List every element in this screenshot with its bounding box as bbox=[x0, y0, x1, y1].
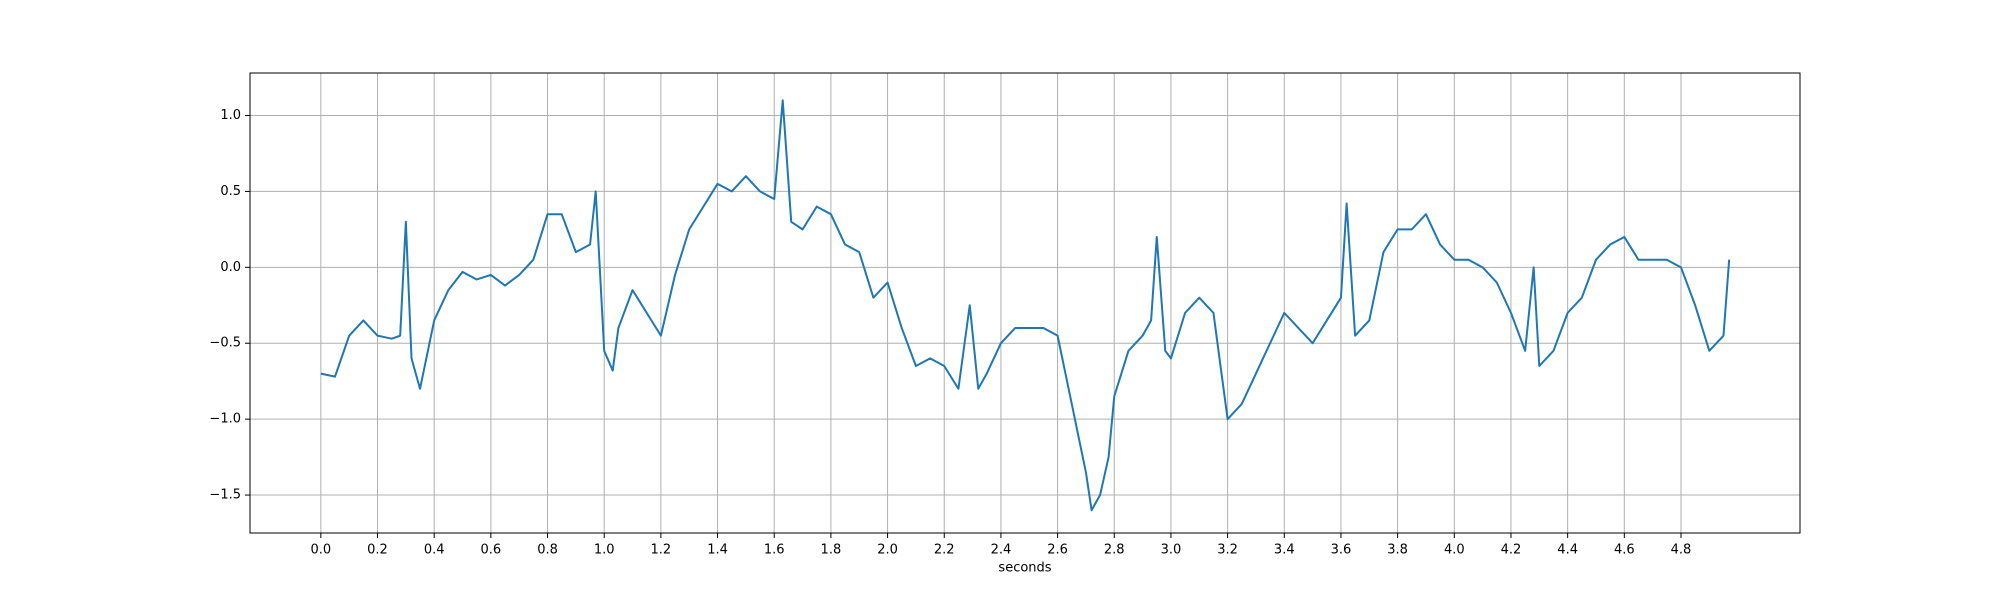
x-tick-label: 1.4 bbox=[707, 543, 728, 558]
x-tick-label: 0.0 bbox=[310, 543, 331, 558]
x-axis-label: seconds bbox=[998, 561, 1051, 576]
x-tick-label: 2.0 bbox=[877, 543, 898, 558]
x-tick-label: 1.8 bbox=[821, 543, 842, 558]
y-tick-label: −1.0 bbox=[209, 412, 241, 427]
x-tick-label: 1.2 bbox=[651, 543, 672, 558]
y-tick-label: 0.0 bbox=[220, 260, 241, 275]
plot-frame bbox=[249, 72, 1801, 534]
x-tick-label: 1.6 bbox=[764, 543, 785, 558]
x-tick-label: 3.4 bbox=[1274, 543, 1295, 558]
x-tick-label: 4.0 bbox=[1444, 543, 1465, 558]
x-tick-label: 2.6 bbox=[1047, 543, 1068, 558]
x-tick-label: 4.6 bbox=[1614, 543, 1635, 558]
y-tick-label: 1.0 bbox=[220, 108, 241, 123]
line-series bbox=[320, 99, 1731, 512]
x-tick-label: 4.2 bbox=[1501, 543, 1522, 558]
x-tick-label: 3.8 bbox=[1387, 543, 1408, 558]
x-tick-label: 2.4 bbox=[991, 543, 1012, 558]
x-tick-label: 0.8 bbox=[537, 543, 558, 558]
x-tick-label: 1.0 bbox=[594, 543, 615, 558]
x-tick-label: 0.2 bbox=[367, 543, 388, 558]
y-tick-label: 0.5 bbox=[220, 184, 241, 199]
x-tick-label: 3.2 bbox=[1217, 543, 1238, 558]
x-tick-label: 2.8 bbox=[1104, 543, 1125, 558]
y-tick-label: −0.5 bbox=[209, 336, 241, 351]
x-tick-label: 0.6 bbox=[481, 543, 502, 558]
x-tick-label: 3.0 bbox=[1161, 543, 1182, 558]
x-tick-label: 0.4 bbox=[424, 543, 445, 558]
x-tick-label: 4.4 bbox=[1557, 543, 1578, 558]
x-tick-label: 2.2 bbox=[934, 543, 955, 558]
x-tick-label: 3.6 bbox=[1331, 543, 1352, 558]
y-tick-label: −1.5 bbox=[209, 488, 241, 503]
x-tick-label: 4.8 bbox=[1671, 543, 1692, 558]
